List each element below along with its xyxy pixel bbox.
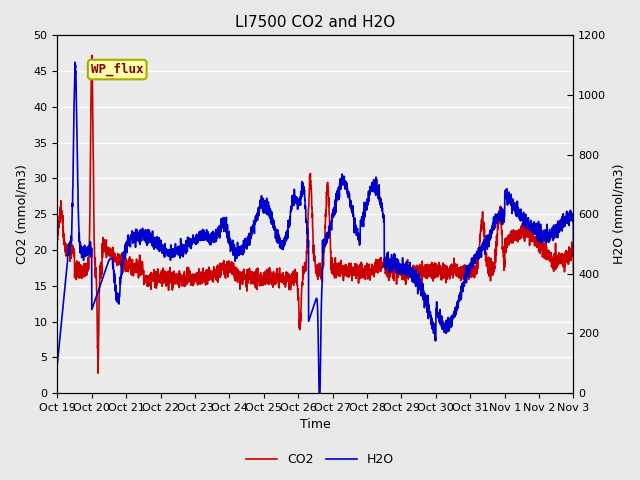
Y-axis label: H2O (mmol/m3): H2O (mmol/m3) [612, 164, 625, 264]
CO2 [113, 258, 120, 264]
CO2 [88, 52, 95, 58]
CO2 [54, 236, 61, 242]
X-axis label: Time: Time [300, 419, 331, 432]
H2O [504, 194, 512, 200]
H2O [252, 214, 259, 219]
H2O [316, 390, 323, 396]
CO2 [570, 269, 577, 275]
H2O [71, 60, 79, 65]
Title: LI7500 CO2 and H2O: LI7500 CO2 and H2O [236, 15, 396, 30]
CO2 [94, 370, 102, 376]
H2O [570, 252, 577, 257]
H2O [143, 242, 151, 248]
CO2 [274, 273, 282, 278]
Y-axis label: CO2 (mmol/m3): CO2 (mmol/m3) [15, 164, 28, 264]
CO2 [143, 278, 151, 284]
Text: WP_flux: WP_flux [91, 63, 143, 76]
CO2 [504, 233, 512, 239]
H2O [560, 218, 568, 224]
CO2 [560, 254, 568, 260]
Legend: CO2, H2O: CO2, H2O [241, 448, 399, 471]
Line: H2O: H2O [58, 62, 573, 393]
H2O [113, 289, 120, 295]
Line: CO2: CO2 [58, 55, 573, 373]
CO2 [252, 278, 259, 284]
H2O [274, 240, 282, 246]
H2O [54, 360, 61, 366]
